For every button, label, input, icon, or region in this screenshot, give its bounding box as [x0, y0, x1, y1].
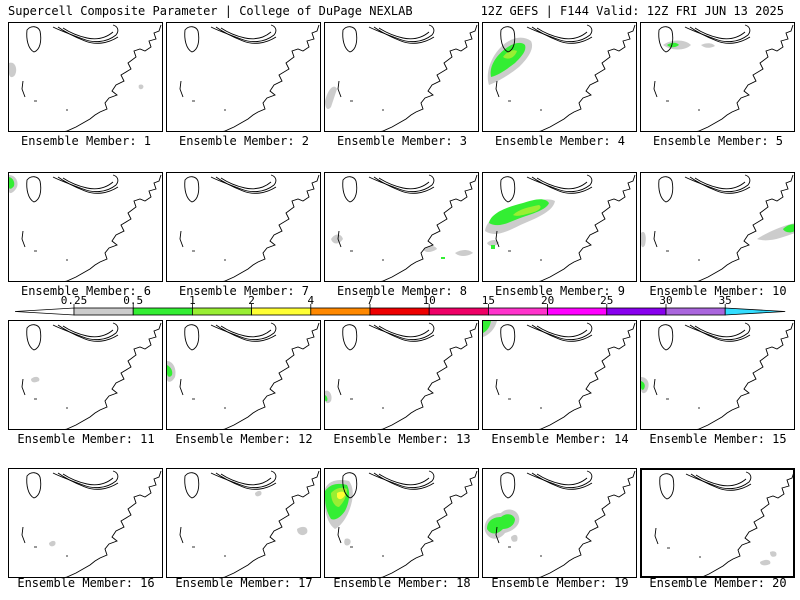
scale-tick-label: 15: [481, 294, 496, 307]
ensemble-member-map[interactable]: [482, 468, 637, 578]
ensemble-member-map[interactable]: [8, 468, 163, 578]
scale-tick-label: 25: [600, 294, 614, 307]
scale-bin: [665, 307, 726, 316]
ensemble-member-map[interactable]: [324, 172, 479, 282]
ensemble-member-label: Ensemble Member: 4: [494, 134, 626, 148]
scale-tick-label: 0.25: [60, 294, 88, 307]
member-map-svg: [9, 174, 162, 281]
scale-tick-label: 7: [366, 294, 374, 307]
member-map-svg: [325, 322, 478, 429]
member-map-svg: [179, 24, 320, 131]
scale-tick-label: 10: [422, 294, 436, 307]
scale-bin: [310, 307, 371, 316]
ensemble-member-map[interactable]: [640, 22, 795, 132]
page-title: Supercell Composite Parameter | College …: [8, 4, 413, 18]
ensemble-member-label: Ensemble Member: 12: [175, 432, 313, 446]
scale-bin: [606, 307, 667, 316]
ensemble-member-map[interactable]: [8, 22, 163, 132]
color-scale-bar: [15, 304, 786, 316]
ensemble-member-map[interactable]: [324, 22, 479, 132]
ensemble-member-label: Ensemble Member: 15: [649, 432, 787, 446]
member-map-svg: [21, 322, 162, 429]
ensemble-member-map[interactable]: [482, 172, 637, 282]
ensemble-member-label: Ensemble Member: 6: [20, 284, 152, 298]
ensemble-member-label: Ensemble Member: 19: [491, 576, 629, 590]
scale-bin: [724, 307, 786, 316]
ensemble-member-label: Ensemble Member: 3: [336, 134, 468, 148]
run-valid-time: 12Z GEFS | F144 Valid: 12Z FRI JUN 13 20…: [480, 4, 784, 18]
ensemble-member-map[interactable]: [166, 22, 321, 132]
ensemble-member-label: Ensemble Member: 9: [494, 284, 626, 298]
member-map-svg: [653, 24, 794, 131]
member-map-svg: [487, 24, 636, 131]
scale-bin: [428, 307, 489, 316]
ensemble-member-map[interactable]: [166, 320, 321, 430]
ensemble-member-map[interactable]: [482, 320, 637, 430]
ensemble-member-map[interactable]: [640, 320, 795, 430]
scale-tick-label: 2: [248, 294, 255, 307]
scale-left-arrow: [15, 307, 75, 316]
ensemble-member-label: Ensemble Member: 17: [175, 576, 313, 590]
member-map-svg: [325, 470, 478, 577]
ensemble-member-label: Ensemble Member: 18: [333, 576, 471, 590]
ensemble-member-map[interactable]: [640, 468, 795, 578]
ensemble-member-label: Ensemble Member: 2: [178, 134, 310, 148]
member-map-svg: [325, 24, 478, 131]
scale-bin: [547, 307, 608, 316]
member-map-svg: [483, 321, 636, 429]
ensemble-member-map[interactable]: [8, 172, 163, 282]
member-map-svg: [484, 470, 636, 577]
ensemble-member-label: Ensemble Member: 16: [17, 576, 155, 590]
ensemble-member-map[interactable]: [482, 22, 637, 132]
scale-tick-label: 20: [540, 294, 555, 307]
member-map-svg: [179, 470, 320, 577]
scale-bin: [369, 307, 430, 316]
member-map-svg: [485, 174, 636, 281]
ensemble-member-label: Ensemble Member: 10: [649, 284, 787, 298]
scale-tick-label: 35: [718, 294, 732, 307]
member-map-svg: [167, 322, 320, 429]
member-map-svg: [641, 174, 794, 281]
ensemble-member-label: Ensemble Member: 8: [336, 284, 468, 298]
member-map-svg: [179, 174, 320, 281]
ensemble-member-map[interactable]: [324, 468, 479, 578]
ensemble-member-label: Ensemble Member: 11: [17, 432, 155, 446]
scale-tick-label: 1: [189, 294, 196, 307]
ensemble-member-label: Ensemble Member: 7: [178, 284, 310, 298]
member-map-svg: [654, 471, 793, 576]
scale-tick-label: 30: [659, 294, 673, 307]
scale-bin: [191, 307, 252, 316]
ensemble-member-label: Ensemble Member: 13: [333, 432, 471, 446]
ensemble-member-label: Ensemble Member: 5: [652, 134, 784, 148]
scale-bin: [73, 307, 134, 316]
ensemble-member-label: Ensemble Member: 20: [649, 576, 787, 590]
ensemble-member-map[interactable]: [166, 468, 321, 578]
member-map-svg: [641, 322, 794, 429]
ensemble-member-map[interactable]: [8, 320, 163, 430]
member-map-svg: [21, 470, 162, 577]
scale-bin: [487, 307, 548, 316]
scale-tick-label: 0.5: [123, 294, 144, 307]
ensemble-member-label: Ensemble Member: 14: [491, 432, 629, 446]
member-map-svg: [9, 24, 162, 131]
scale-bin: [132, 307, 193, 316]
ensemble-member-map[interactable]: [166, 172, 321, 282]
ensemble-member-map[interactable]: [640, 172, 795, 282]
scale-bin: [251, 307, 312, 316]
scale-tick-label: 4: [307, 294, 315, 307]
member-map-svg: [331, 174, 478, 281]
ensemble-member-map[interactable]: [324, 320, 479, 430]
ensemble-member-label: Ensemble Member: 1: [20, 134, 152, 148]
